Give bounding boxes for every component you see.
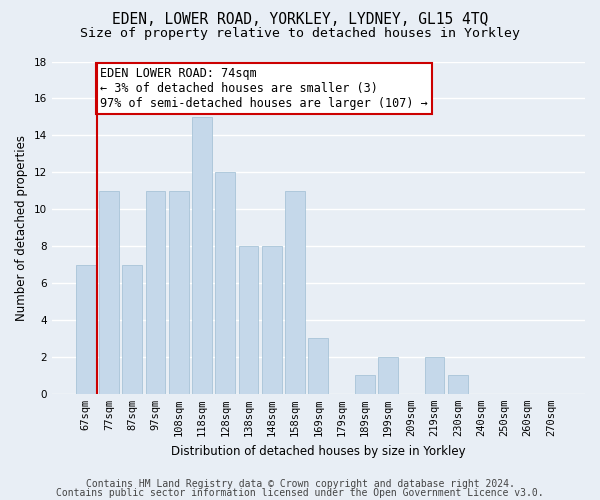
Y-axis label: Number of detached properties: Number of detached properties	[15, 134, 28, 320]
Bar	[146, 190, 166, 394]
Bar	[285, 190, 305, 394]
Text: EDEN, LOWER ROAD, YORKLEY, LYDNEY, GL15 4TQ: EDEN, LOWER ROAD, YORKLEY, LYDNEY, GL15 …	[112, 12, 488, 28]
Bar	[355, 376, 375, 394]
Bar	[262, 246, 282, 394]
Text: Contains HM Land Registry data © Crown copyright and database right 2024.: Contains HM Land Registry data © Crown c…	[86, 479, 514, 489]
Bar	[192, 117, 212, 394]
Bar	[448, 376, 468, 394]
Bar	[99, 190, 119, 394]
X-axis label: Distribution of detached houses by size in Yorkley: Distribution of detached houses by size …	[171, 444, 466, 458]
Text: EDEN LOWER ROAD: 74sqm
← 3% of detached houses are smaller (3)
97% of semi-detac: EDEN LOWER ROAD: 74sqm ← 3% of detached …	[100, 67, 428, 110]
Text: Size of property relative to detached houses in Yorkley: Size of property relative to detached ho…	[80, 28, 520, 40]
Text: Contains public sector information licensed under the Open Government Licence v3: Contains public sector information licen…	[56, 488, 544, 498]
Bar	[215, 172, 235, 394]
Bar	[122, 264, 142, 394]
Bar	[308, 338, 328, 394]
Bar	[169, 190, 188, 394]
Bar	[425, 357, 445, 394]
Bar	[378, 357, 398, 394]
Bar	[239, 246, 259, 394]
Bar	[76, 264, 95, 394]
